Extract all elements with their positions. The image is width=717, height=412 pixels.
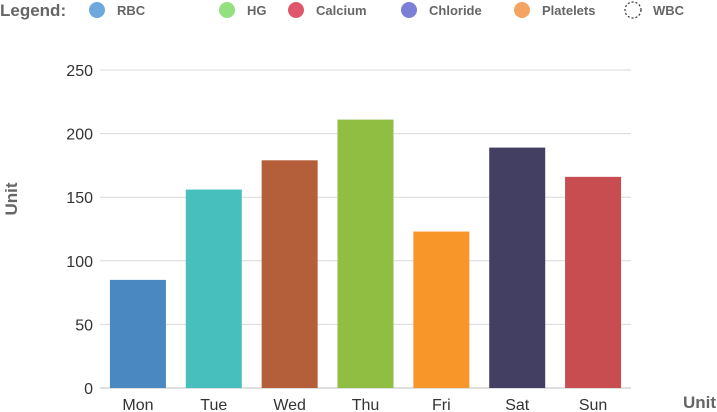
legend-swatch-chloride xyxy=(401,2,417,18)
bar-sat xyxy=(489,147,546,388)
legend-label-calcium: Calcium xyxy=(316,3,367,18)
bar-tue xyxy=(185,189,242,388)
bar-wed xyxy=(261,160,318,388)
legend-swatch-hg xyxy=(219,2,235,18)
legend-swatch-wbc xyxy=(624,1,642,19)
legend-label-wbc: WBC xyxy=(653,3,685,18)
legend-label-chloride: Chloride xyxy=(429,3,482,18)
y-tick-label: 0 xyxy=(84,381,93,398)
x-tick-label-wed: Wed xyxy=(273,397,306,412)
x-tick-label-thu: Thu xyxy=(352,397,380,412)
legend-label-hg: HG xyxy=(247,3,267,18)
x-tick-label-sun: Sun xyxy=(579,397,607,412)
y-axis-ticks: 0 50 100 150 200 250 xyxy=(66,63,93,398)
legend: Legend: RBC HG Calcium Chloride Platelets WBC xyxy=(0,1,685,20)
x-tick-label-fri: Fri xyxy=(432,397,451,412)
bar-mon xyxy=(109,279,166,388)
bar-thu xyxy=(337,119,394,388)
bar-sun xyxy=(565,176,622,388)
legend-title: Legend: xyxy=(0,1,66,20)
y-tick-label: 50 xyxy=(75,317,93,334)
bars xyxy=(109,119,622,388)
x-tick-label-tue: Tue xyxy=(200,397,227,412)
x-tick-label-mon: Mon xyxy=(122,397,153,412)
legend-label-rbc: RBC xyxy=(117,3,146,18)
legend-swatch-calcium xyxy=(288,2,304,18)
y-tick-label: 150 xyxy=(66,190,93,207)
bar-fri xyxy=(413,231,470,388)
y-axis-title: Unit xyxy=(2,182,21,215)
x-axis-title: Unit xyxy=(683,393,716,412)
legend-label-platelets: Platelets xyxy=(542,3,595,18)
y-tick-label: 250 xyxy=(66,63,93,80)
y-tick-label: 200 xyxy=(66,127,93,144)
y-tick-label: 100 xyxy=(66,254,93,271)
legend-swatch-platelets xyxy=(514,2,530,18)
x-axis-ticks: Mon Tue Wed Thu Fri Sat Sun xyxy=(122,397,607,412)
legend-swatch-rbc xyxy=(89,2,105,18)
x-tick-label-sat: Sat xyxy=(505,397,530,412)
